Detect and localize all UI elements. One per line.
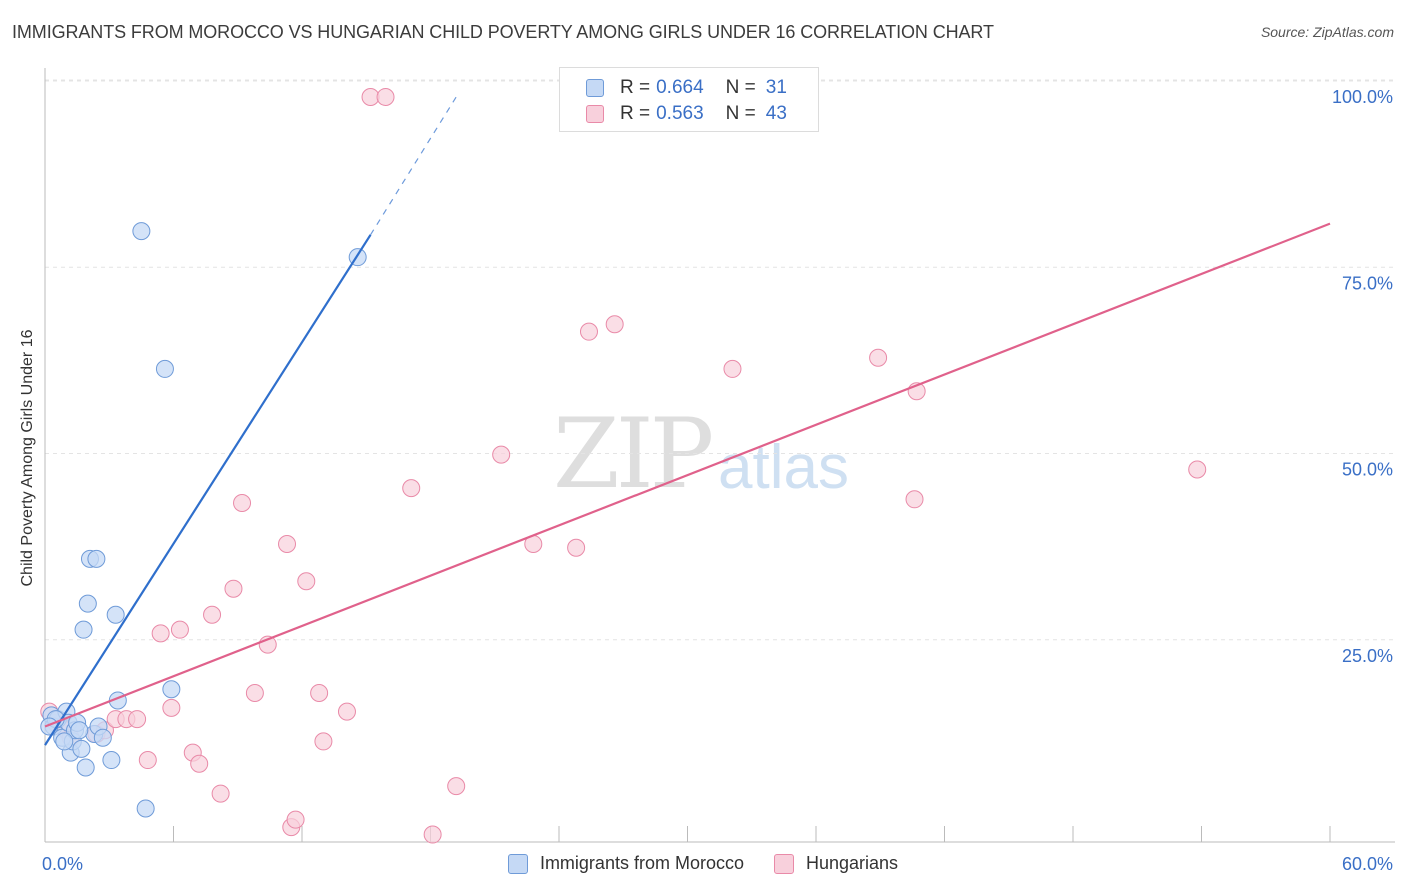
hungarians-point — [337, 702, 356, 721]
hungarians-point — [447, 777, 466, 796]
hungarians-point — [297, 572, 316, 591]
hungarians-point — [314, 732, 333, 751]
hungarians-point — [361, 88, 380, 106]
tick-labels: 25.0% 50.0% 75.0% 100.0% 0.0% 60.0% — [42, 87, 1393, 874]
morocco-point — [132, 222, 151, 241]
hungarians-point — [203, 605, 222, 624]
morocco-trend-line — [44, 234, 372, 746]
morocco-point — [78, 594, 97, 613]
hungarians-point — [376, 88, 395, 106]
y-tick-label: 50.0% — [1342, 460, 1393, 480]
r-label: R = — [620, 77, 651, 98]
r-label: R = — [620, 103, 651, 124]
hungarians-point — [128, 710, 147, 729]
hungarians-points — [40, 88, 1207, 844]
r-value: 0.563 — [656, 103, 704, 124]
grid-lines — [45, 79, 1395, 641]
correlation-legend: R = 0.664 N = 31 R = 0.563 N = 43 — [559, 67, 819, 132]
legend-row-hungarians: R = 0.563 N = 43 — [586, 102, 787, 126]
legend-label: Hungarians — [805, 853, 899, 873]
legend-item-morocco[interactable]: Immigrants from Morocco — [507, 853, 744, 874]
morocco-point — [40, 717, 59, 736]
legend-label: Immigrants from Morocco — [539, 853, 744, 873]
hungarians-point — [211, 784, 230, 803]
hungarians-point — [286, 810, 305, 829]
hungarians-point — [233, 494, 252, 513]
morocco-point — [93, 728, 112, 747]
x-tick-label: 60.0% — [1342, 854, 1393, 874]
y-tick-label: 100.0% — [1332, 87, 1393, 107]
hungarians-point — [190, 754, 209, 773]
hungarians-point — [245, 684, 264, 702]
y-tick-label: 25.0% — [1342, 646, 1393, 666]
n-label: N = — [725, 103, 756, 124]
morocco-point — [102, 751, 121, 770]
n-value: 43 — [765, 103, 787, 124]
morocco-swatch — [586, 79, 604, 97]
hungarians-point — [605, 315, 624, 334]
morocco-point — [106, 605, 125, 624]
morocco-point — [72, 739, 91, 758]
morocco-point — [87, 549, 106, 568]
morocco-point — [74, 620, 93, 639]
legend-item-hungarians[interactable]: Hungarians — [773, 853, 899, 874]
morocco-point — [155, 359, 174, 378]
legend-row-morocco: R = 0.664 N = 31 — [586, 76, 787, 100]
watermark-atlas: atlas — [718, 433, 849, 502]
morocco-point — [162, 680, 181, 699]
axes — [44, 68, 1395, 843]
hungarians-point — [723, 359, 742, 378]
morocco-trend-extension — [370, 96, 457, 236]
series-legend: Immigrants from Morocco Hungarians — [0, 853, 1406, 874]
hungarians-point — [170, 620, 189, 639]
hungarians-point — [567, 538, 586, 557]
hungarians-point — [423, 825, 442, 844]
hungarians-point — [310, 684, 329, 702]
hungarians-point — [162, 698, 181, 717]
hungarians-point — [224, 579, 243, 598]
hungarians-trend-line — [44, 222, 1331, 728]
hungarians-point — [579, 322, 598, 341]
hungarians-point — [1188, 460, 1207, 479]
hungarians-point — [278, 535, 297, 553]
hungarians-point — [402, 479, 421, 498]
hungarians-point — [869, 348, 888, 367]
hungarians-point — [138, 751, 157, 770]
morocco-point — [136, 799, 155, 818]
morocco-swatch — [507, 853, 528, 874]
morocco-point — [76, 758, 95, 777]
source-credit: Source: ZipAtlas.com — [1260, 24, 1394, 40]
chart-title: IMMIGRANTS FROM MOROCCO VS HUNGARIAN CHI… — [12, 22, 994, 42]
x-tick-label: 0.0% — [42, 854, 83, 874]
hungarians-point — [151, 624, 170, 643]
morocco-points — [40, 222, 367, 818]
r-value: 0.664 — [656, 77, 704, 98]
y-tick-label: 75.0% — [1342, 273, 1393, 293]
hungarians-swatch — [773, 853, 794, 874]
morocco-point — [55, 732, 74, 751]
morocco-point — [70, 721, 89, 740]
n-value: 31 — [765, 77, 787, 98]
hungarians-point — [492, 445, 511, 464]
trend-lines — [44, 96, 1331, 746]
hungarians-swatch — [586, 105, 604, 123]
hungarians-point — [905, 490, 924, 509]
n-label: N = — [725, 77, 756, 98]
